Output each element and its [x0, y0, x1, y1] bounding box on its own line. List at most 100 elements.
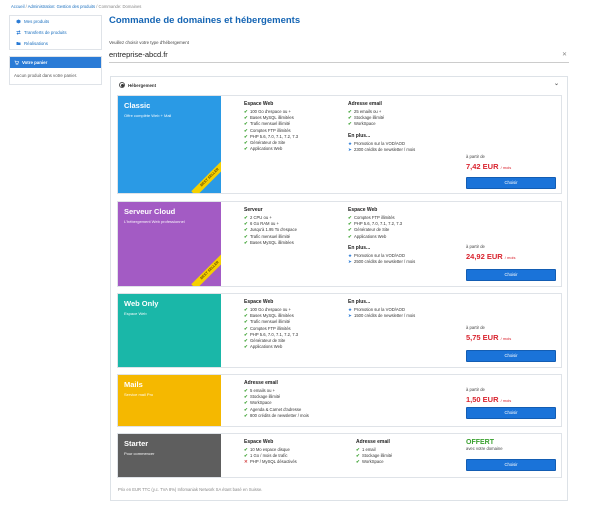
- offer-card: Web Only Espace Web Espace Web ✔ 100 Go d'…: [117, 293, 562, 368]
- feature-column: Adresse email ✔ 25 emails ou + ✔ Stockage il…: [348, 101, 415, 153]
- price-amount: 5,75 EUR / mois: [466, 333, 511, 342]
- feature-column-title: Espace Web: [244, 299, 274, 305]
- feature-item: ✕ PHP / MySQL désactivés: [244, 459, 297, 465]
- choose-button[interactable]: Choisir: [466, 459, 556, 471]
- cross-icon: ✕: [244, 459, 248, 465]
- bonus-item: ➤ 2500 crédits de newsletter / mois: [348, 259, 415, 265]
- check-icon: ✔: [244, 121, 248, 127]
- feature-item: ✔ Applications Web: [348, 234, 415, 240]
- feature-column: Espace Web ✔ 100 Go d'espace ou + ✔ Bases My…: [244, 299, 298, 350]
- feature-item: ✔ Comptes FTP illimités: [348, 215, 415, 221]
- feature-text: Applications Web: [354, 233, 387, 239]
- clear-icon[interactable]: ✕: [561, 52, 567, 58]
- price-value: 1,50 EUR: [466, 395, 499, 404]
- offer-card: Serveur Cloud L'hébergement Web professi…: [117, 201, 562, 287]
- feature-item: ✔ Stockage illimité: [348, 115, 415, 121]
- feature-item: ✔ PHP 5.6, 7.0, 7.1, 7.2, 7.3: [244, 134, 298, 140]
- bonus-item: ➤ 1500 crédits de newsletter / mois: [348, 313, 415, 319]
- price-amount: 1,50 EUR / mois: [466, 395, 511, 404]
- check-icon: ✔: [244, 109, 248, 114]
- feature-text: Bases MySQL illimitées: [250, 313, 294, 319]
- sidebar-item-label: Transferts de produits: [24, 30, 67, 35]
- feature-text: PHP 5.6, 7.0, 7.1, 7.2, 7.3: [250, 331, 299, 337]
- check-icon: ✔: [244, 146, 248, 152]
- feature-text: Jusqu'à 1.95 To d'espace: [250, 227, 297, 233]
- sidebar-item-realisations[interactable]: Réalisations: [10, 38, 101, 49]
- price-prefix: à partir de: [466, 325, 485, 330]
- hosting-radio[interactable]: [119, 82, 125, 88]
- feature-text: Stockage illimité: [250, 394, 281, 400]
- feature-item: ✔ Agenda & Carnet d'adresse: [244, 407, 309, 413]
- feature-text: Générateur de Site: [354, 227, 390, 233]
- feature-item: ✔ 100 Go d'espace ou +: [244, 307, 298, 313]
- domain-field[interactable]: entreprise-abcd.fr ✕: [109, 50, 569, 63]
- feature-text: PHP 5.6, 7.0, 7.1, 7.2, 7.3: [250, 133, 299, 139]
- choose-button[interactable]: Choisir: [466, 407, 556, 419]
- check-icon: ✔: [244, 133, 248, 139]
- feature-text: Applications Web: [250, 344, 283, 350]
- offer-card: Starter Pour commencer Espace Web ✔ 10 Mo …: [117, 433, 562, 478]
- feature-column-title: En plus...: [348, 299, 371, 305]
- breadcrumb-home[interactable]: Accueil: [11, 4, 25, 9]
- choose-button[interactable]: Choisir: [466, 269, 556, 281]
- offer-tile: Web Only Espace Web: [118, 294, 221, 367]
- feature-column: Espace Web ✔ Comptes FTP illimités ✔ PHP 5.6…: [348, 207, 415, 265]
- price-footnote: Prix en EUR TTC (y.c. TVA 8%) Infomaniak…: [118, 487, 263, 492]
- offert-label: OFFERT: [466, 439, 494, 446]
- page-title: Commande de domaines et hébergements: [109, 15, 301, 26]
- domain-value: entreprise-abcd.fr: [109, 50, 168, 59]
- best-seller-ribbon: BEST SELLER: [191, 251, 221, 286]
- feature-item: ✔ Jusqu'à 1.95 To d'espace: [244, 227, 297, 233]
- feature-text: 1 email: [362, 447, 376, 452]
- feature-item: ✔ Comptes FTP illimités: [244, 128, 298, 134]
- check-icon: ✔: [244, 139, 248, 145]
- price-prefix: à partir de: [466, 387, 485, 392]
- feature-text: Trafic mensuel illimité: [250, 121, 291, 127]
- price-period: / mois: [500, 336, 512, 341]
- check-icon: ✔: [244, 127, 248, 133]
- cart-empty-text: Aucun produit dans votre panier.: [14, 73, 78, 78]
- check-icon: ✔: [244, 227, 248, 233]
- cart-title: Votre panier: [22, 60, 48, 65]
- offer-card: Mails Service mail Pro Adresse email ✔ 5 e…: [117, 374, 562, 427]
- sidebar-item-transfers[interactable]: Transferts de produits: [10, 27, 101, 38]
- feature-column-title: Espace Web: [348, 207, 378, 213]
- price-block: à partir de 24,92 EUR / mois: [466, 244, 515, 261]
- price-prefix: à partir de: [466, 154, 485, 159]
- breadcrumb-current: Commande: Domaines: [98, 4, 142, 9]
- feature-item: ✔ PHP 5.6, 7.0, 7.1, 7.2, 7.3: [244, 332, 298, 338]
- feature-text: 100 Go d'espace ou +: [250, 307, 291, 312]
- check-icon: ✔: [348, 233, 352, 239]
- cart-header[interactable]: Votre panier: [10, 57, 101, 68]
- feature-column-title: Adresse email: [348, 101, 382, 107]
- feature-column: Adresse email ✔ 1 email ✔ Stockage illimité ✔…: [356, 439, 392, 466]
- offer-name: Serveur Cloud: [124, 207, 176, 216]
- check-icon: ✔: [348, 121, 352, 127]
- page-subtitle: Veuillez choisir votre type d'hébergemen…: [109, 40, 189, 45]
- cube-icon: [16, 19, 21, 24]
- offer-tile: Starter Pour commencer: [118, 434, 221, 477]
- feature-item: ✔ 100 Go d'espace ou +: [244, 109, 298, 115]
- breadcrumb-admin[interactable]: Administration: Gestion des produits: [27, 4, 96, 9]
- price-block: OFFERT avec votre domaine: [466, 439, 503, 451]
- feature-column: Espace Web ✔ 100 Go d'espace ou + ✔ Bases My…: [244, 101, 298, 152]
- feature-item: ✔ 6 Go RAM ou +: [244, 221, 297, 227]
- check-icon: ✔: [244, 453, 248, 459]
- choose-button[interactable]: Choisir: [466, 177, 556, 189]
- hosting-panel-header[interactable]: Hébergement ⌄: [111, 77, 567, 93]
- offer-desc: Espace Web: [124, 311, 147, 316]
- sidebar-item-products[interactable]: Mes produits: [10, 16, 101, 27]
- feature-text: PHP / MySQL désactivés: [250, 459, 297, 465]
- hosting-label: Hébergement: [128, 82, 157, 88]
- feature-column-title: Espace Web: [244, 439, 274, 445]
- chevron-down-icon[interactable]: ⌄: [553, 81, 559, 87]
- cart-box: Votre panier Aucun produit dans votre pa…: [9, 56, 102, 85]
- choose-button[interactable]: Choisir: [466, 350, 556, 362]
- offer-card: Classic Offre complète Web + Mail BEST S…: [117, 95, 562, 194]
- check-icon: ✔: [348, 227, 352, 233]
- send-icon: ➤: [348, 313, 352, 319]
- feature-item: ✔ WorkSpace: [244, 400, 309, 406]
- feature-item: ✔ Générateur de Site: [348, 227, 415, 233]
- feature-column: En plus... ★ Promotion sur la VOD/AOD ➤ 1500…: [348, 299, 415, 319]
- check-icon: ✔: [356, 453, 360, 459]
